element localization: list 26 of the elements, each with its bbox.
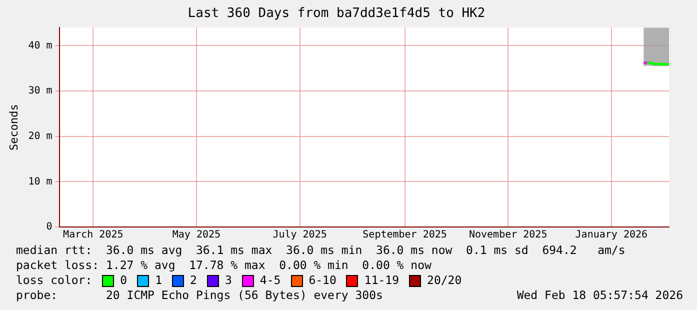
y-axis-title: Seconds xyxy=(7,104,20,150)
text: probe: 20 ICMP Echo Pings (56 Bytes) every 300s xyxy=(16,288,383,303)
x-tick-label: May 2025 xyxy=(172,230,221,241)
legend-label: 4-5 xyxy=(260,273,281,288)
x-tick-label: March 2025 xyxy=(63,230,124,241)
legend-label: 2 xyxy=(190,273,197,288)
chart-title: Last 360 Days from ba7dd3e1f4d5 to HK2 xyxy=(188,6,486,22)
y-tick-label: 0 xyxy=(46,222,52,233)
legend-label: 1 xyxy=(155,273,162,288)
legend-label: 20/20 xyxy=(427,273,462,288)
x-tick-label: July 2025 xyxy=(272,230,327,241)
y-tick-label: 40 m xyxy=(28,40,52,52)
legend-label: 6-10 xyxy=(308,273,336,288)
legend-title: loss color: xyxy=(16,273,92,288)
legend-label: 3 xyxy=(224,273,232,288)
x-tick-label: November 2025 xyxy=(468,230,548,241)
text: packet loss: 1.27 % avg 17.78 % max 0.00 % min 0.00 % now xyxy=(16,258,432,273)
x-tick-label: January 2026 xyxy=(575,230,648,241)
y-tick-label: 10 m xyxy=(28,176,52,188)
x-tick-label: September 2025 xyxy=(362,230,447,241)
y-tick-label: 30 m xyxy=(28,86,52,97)
legend-label: 0 xyxy=(120,273,128,288)
y-tick-label: 20 m xyxy=(28,130,52,142)
text: median rtt: 36.0 ms avg 36.1 ms max 36.0 ms min 36.0 ms now 0.1 ms sd 694.2 am/s xyxy=(16,243,626,258)
text: Wed Feb 18 05:57:54 2026 xyxy=(516,288,683,303)
legend-label: 11-19 xyxy=(364,273,400,288)
